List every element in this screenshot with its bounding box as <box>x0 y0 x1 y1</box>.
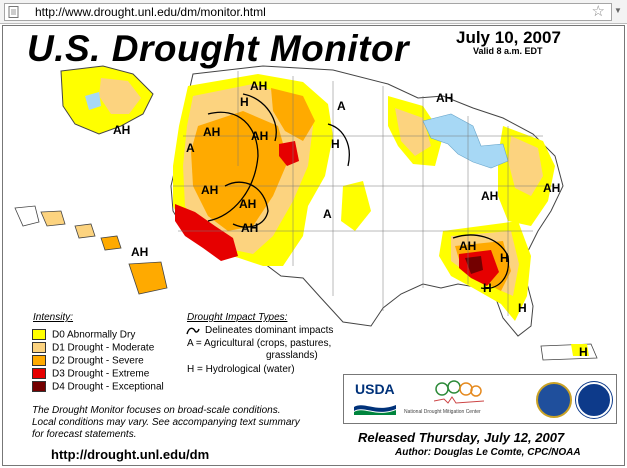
url-field[interactable]: http://www.drought.unl.edu/dm/monitor.ht… <box>4 3 612 21</box>
d3-southwest <box>175 204 238 261</box>
map-title: U.S. Drought Monitor <box>27 28 409 69</box>
d4-southeast <box>465 256 483 274</box>
legend-item-d1: D1 Drought - Moderate <box>32 339 154 354</box>
hawaii-island-3 <box>74 223 96 239</box>
d0-central <box>341 181 371 231</box>
label-a-kansas: A <box>323 207 332 221</box>
impact-agricultural-cont: grasslands) <box>266 350 318 361</box>
label-h-dakota: H <box>331 137 340 151</box>
d1-northeast <box>508 136 543 196</box>
hawaii-island-2 <box>40 210 66 227</box>
impact-line-label: Delineates dominant impacts <box>205 325 334 336</box>
map-date: July 10, 2007 <box>456 28 561 47</box>
label-h-montana: H <box>240 95 249 109</box>
usda-logo-text: USDA <box>355 381 395 397</box>
label-ah-ohio: AH <box>481 189 498 203</box>
d1-midwest <box>395 108 431 156</box>
puerto-rico <box>540 343 598 361</box>
impact-types-title: Drought Impact Types: <box>187 312 288 323</box>
note-line-2: Local conditions may vary. See accompany… <box>32 417 300 428</box>
label-a-oregon: A <box>186 141 195 155</box>
drought-map-panel: AH AH A AH AH H AH H A AH AH AH A AH AH … <box>2 25 625 466</box>
disclaimer-note: The Drought Monitor focuses on broad-sca… <box>32 405 332 441</box>
label-ah-wyoming: AH <box>251 129 268 143</box>
label-ah-nevada: AH <box>201 183 218 197</box>
legend-item-d4: D4 Drought - Exceptional <box>32 378 164 393</box>
page-icon <box>8 6 19 18</box>
label-h-florida: H <box>518 301 527 315</box>
d4-swatch <box>32 381 46 393</box>
label-ah-michigan: AH <box>436 91 453 105</box>
url-text: http://www.drought.unl.edu/dm/monitor.ht… <box>35 5 266 19</box>
usda-logo: USDA <box>354 381 396 417</box>
hawaii-island-1 <box>14 205 40 227</box>
label-ah-montana: AH <box>250 79 267 93</box>
release-date: Released Thursday, July 12, 2007 <box>358 430 565 445</box>
d0-swatch <box>32 329 46 341</box>
alaska-d1 <box>99 78 141 114</box>
impact-line-icon <box>186 327 200 335</box>
partner-logos: USDA National Drought Mitigation Center <box>343 374 617 424</box>
site-url: http://drought.unl.edu/dm <box>51 447 210 462</box>
d2-west <box>191 111 288 231</box>
author: Author: Douglas Le Comte, CPC/NOAA <box>395 447 581 458</box>
impact-agricultural: A = Agricultural (crops, pastures, <box>187 338 332 349</box>
impact-lines <box>207 93 510 290</box>
d1-swatch <box>32 342 46 354</box>
label-ah-utah: AH <box>239 197 256 211</box>
ndmc-logo: National Drought Mitigation Center <box>404 379 508 421</box>
puerto-rico-d0 <box>571 344 589 356</box>
legend-item-d3: D3 Drought - Extreme <box>32 365 149 380</box>
label-ah-idaho: AH <box>203 125 220 139</box>
note-line-3: for forecast statements. <box>32 429 137 440</box>
commerce-seal-icon <box>536 382 572 418</box>
label-ah-alaska: AH <box>113 123 130 137</box>
note-line-1: The Drought Monitor focuses on broad-sca… <box>32 405 281 416</box>
label-a-dakota: A <box>337 99 346 113</box>
great-lakes <box>422 113 509 169</box>
label-ah-arizona: AH <box>241 221 258 235</box>
d2-swatch <box>32 355 46 367</box>
d3-montana <box>279 141 299 166</box>
label-h-georgia: H <box>483 281 492 295</box>
hawaii-island-5 <box>128 261 168 295</box>
ndmc-text: National Drought Mitigation Center <box>404 409 481 415</box>
intensity-legend-title: Intensity: <box>33 312 74 323</box>
label-ah-newengland: AH <box>543 181 560 195</box>
label-h-carolina: H <box>500 251 509 265</box>
label-ah-hawaii: AH <box>131 245 148 259</box>
bookmark-star-icon[interactable]: ☆ <box>591 3 605 20</box>
impact-hydrological: H = Hydrological (water) <box>187 364 295 375</box>
hawaii-island-4 <box>100 235 122 251</box>
address-bar: http://www.drought.unl.edu/dm/monitor.ht… <box>0 0 627 24</box>
usda-hills-icon <box>354 405 396 415</box>
alaska-water <box>85 92 101 110</box>
legend-item-d2: D2 Drought - Severe <box>32 352 144 367</box>
ndmc-trees-icon <box>434 380 484 404</box>
drought-map: AH AH A AH AH H AH H A AH AH AH A AH AH … <box>14 65 598 361</box>
d3-swatch <box>32 368 46 380</box>
label-ah-georgia: AH <box>459 239 476 253</box>
legend-item-d0: D0 Abnormally Dry <box>32 326 135 341</box>
label-h-puerto-rico: H <box>579 345 588 359</box>
state-borders <box>173 71 558 316</box>
valid-time: Valid 8 a.m. EDT <box>473 46 543 56</box>
dropdown-arrow-icon[interactable]: ▼ <box>614 6 622 15</box>
noaa-seal-icon <box>576 382 612 418</box>
